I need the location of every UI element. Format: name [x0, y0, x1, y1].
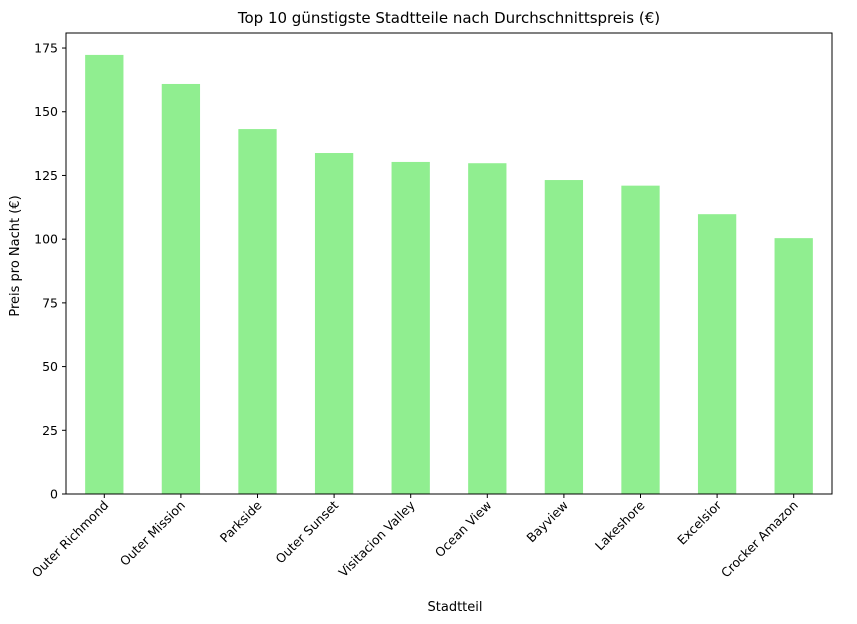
y-tick-label: 150 — [34, 104, 58, 119]
chart-title: Top 10 günstigste Stadtteile nach Durchs… — [237, 9, 660, 27]
bar — [238, 129, 277, 494]
bar — [621, 185, 660, 494]
x-axis: Outer Richmond Outer Mission Parkside Outer… — [29, 494, 801, 580]
x-tick-label: Visitacion Valley — [335, 497, 418, 580]
y-tick-label: 50 — [42, 359, 58, 374]
x-tick-label: Outer Sunset — [272, 497, 341, 566]
y-tick-label: 100 — [34, 232, 58, 247]
x-axis-title: Stadtteil — [428, 600, 483, 615]
y-tick-label: 0 — [50, 487, 58, 502]
y-tick-label: 125 — [34, 168, 58, 183]
bar — [85, 54, 124, 494]
bar — [468, 163, 507, 494]
x-tick-label: Ocean View — [432, 498, 495, 561]
bar — [161, 83, 201, 495]
x-tick-label: Bayview — [523, 498, 571, 546]
x-tick-label: Outer Mission — [117, 498, 188, 569]
x-tick-label: Crocker Amazon — [718, 498, 801, 581]
x-tick-label: Outer Richmond — [29, 498, 112, 581]
y-axis-title: Preis pro Nacht (€) — [8, 195, 23, 316]
x-tick-label: Lakeshore — [592, 497, 648, 553]
x-tick-label: Excelsior — [674, 497, 725, 548]
bars-group — [85, 54, 813, 495]
bar — [697, 214, 737, 494]
plot-frame — [65, 32, 833, 495]
y-tick-label: 175 — [34, 41, 58, 56]
bar — [314, 153, 354, 494]
y-tick-label: 25 — [42, 423, 58, 438]
bar — [774, 238, 813, 494]
x-tick-label: Parkside — [217, 497, 265, 545]
bar — [544, 180, 584, 495]
bar — [391, 161, 430, 494]
y-axis: 0 25 50 75 100 125 150 175 — [34, 41, 66, 502]
y-tick-label: 75 — [42, 295, 58, 310]
